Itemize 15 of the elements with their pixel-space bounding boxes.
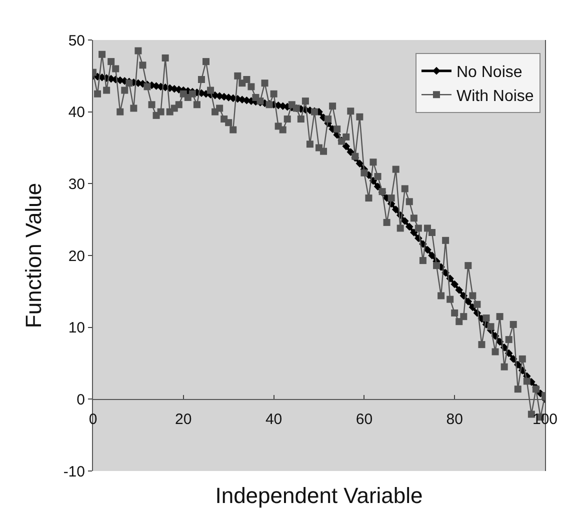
- y-tick-label: -10: [63, 463, 85, 480]
- legend-label: With Noise: [456, 88, 534, 105]
- y-tick-label: 40: [68, 104, 85, 122]
- y-tick-label: 20: [68, 248, 85, 265]
- x-tick-label: 40: [265, 411, 282, 428]
- y-tick-label: 0: [76, 391, 85, 408]
- y-axis-title: Function Value: [21, 182, 46, 328]
- x-tick-label: 80: [446, 411, 463, 428]
- y-tick-label: 50: [68, 32, 85, 50]
- legend-label: No Noise: [456, 64, 522, 82]
- x-tick-label: 20: [175, 411, 192, 428]
- x-axis-title: Independent Variable: [215, 483, 423, 508]
- x-tick-label: 60: [356, 411, 373, 428]
- y-tick-label: 10: [68, 320, 85, 337]
- y-tick-label: 30: [68, 176, 85, 193]
